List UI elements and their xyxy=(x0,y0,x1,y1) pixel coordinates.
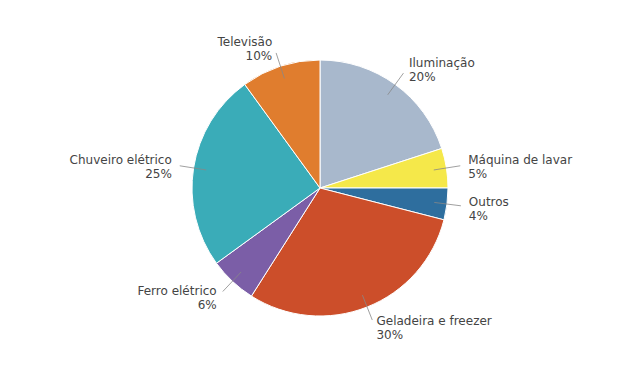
data-label: 25% xyxy=(145,167,172,181)
leader-line xyxy=(362,295,372,320)
leader-lines xyxy=(180,53,461,320)
slice-label: Ferro elétrico xyxy=(137,284,216,298)
pie-slice xyxy=(245,60,320,188)
data-label: 4% xyxy=(469,209,488,223)
leader-line xyxy=(434,202,461,205)
slice-label: Máquina de lavar xyxy=(468,153,572,167)
leader-line xyxy=(223,272,241,292)
slice-label: Iluminação xyxy=(409,56,475,70)
slices xyxy=(192,60,448,316)
slice-label: Geladeira e freezer xyxy=(376,314,491,328)
data-label: 6% xyxy=(198,298,217,312)
slice-label: Chuveiro elétrico xyxy=(70,153,172,167)
slice-label: Outros xyxy=(469,195,509,209)
data-label: 20% xyxy=(409,70,436,84)
pie-chart: Iluminação20% Máquina de lavar5% Outros4% G… xyxy=(0,0,639,373)
data-label: 5% xyxy=(468,167,487,181)
labels: Iluminação20% Máquina de lavar5% Outros4% G… xyxy=(70,35,573,341)
leader-line xyxy=(276,53,284,78)
leader-line xyxy=(434,166,460,170)
leader-line xyxy=(180,166,206,170)
pie-slice xyxy=(320,148,448,188)
data-label: 30% xyxy=(376,328,403,342)
chart-container: Iluminação20% Máquina de lavar5% Outros4% G… xyxy=(0,0,639,373)
data-label: 10% xyxy=(246,49,273,63)
leader-line xyxy=(388,73,404,95)
slice-label: Televisão xyxy=(216,35,272,49)
